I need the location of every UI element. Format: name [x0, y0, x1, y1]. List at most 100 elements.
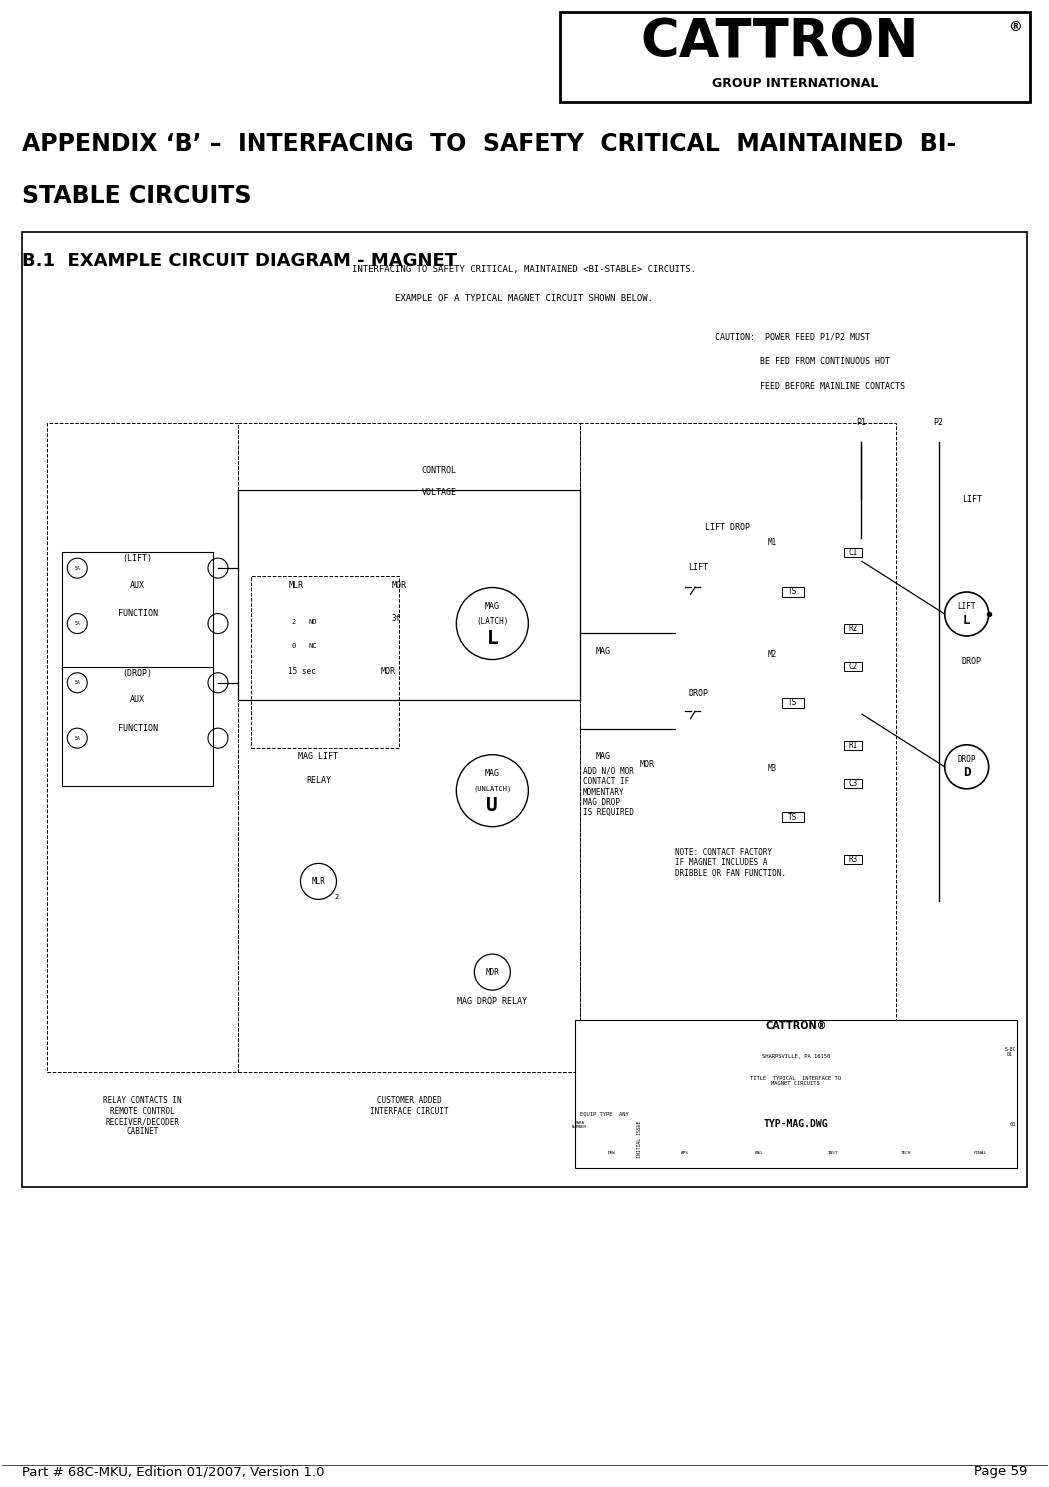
Text: TITLE  TYPICAL  INTERFACE TO: TITLE TYPICAL INTERFACE TO — [750, 1075, 841, 1081]
Text: MAGNET CIRCUITS: MAGNET CIRCUITS — [771, 1081, 820, 1086]
Text: GROUP INTERNATIONAL: GROUP INTERNATIONAL — [712, 77, 878, 91]
Text: 15 sec: 15 sec — [288, 666, 316, 675]
Text: LIFT: LIFT — [688, 564, 708, 572]
Text: R3: R3 — [849, 855, 858, 864]
FancyBboxPatch shape — [575, 1020, 1016, 1167]
Text: CAUTION:  POWER FEED P1/P2 MUST: CAUTION: POWER FEED P1/P2 MUST — [715, 332, 871, 342]
Text: 01: 01 — [1010, 1123, 1016, 1127]
Text: 5A: 5A — [74, 622, 80, 626]
FancyBboxPatch shape — [782, 697, 804, 708]
Text: PARA
NUMBER: PARA NUMBER — [573, 1121, 587, 1129]
Text: MLR: MLR — [312, 877, 325, 886]
Text: R1: R1 — [849, 741, 858, 749]
Text: DROP: DROP — [688, 690, 708, 699]
Text: MAG: MAG — [485, 769, 499, 778]
FancyBboxPatch shape — [782, 812, 804, 822]
Text: LIFT: LIFT — [958, 602, 976, 611]
Text: NO: NO — [308, 619, 317, 625]
Text: DRW: DRW — [607, 1151, 616, 1155]
Text: INST: INST — [828, 1151, 838, 1155]
Text: M2: M2 — [768, 650, 776, 659]
Text: AUX: AUX — [130, 580, 145, 589]
Text: LIFT: LIFT — [962, 495, 982, 504]
Text: TYP-MAG.DWG: TYP-MAG.DWG — [764, 1120, 828, 1129]
Text: MLR: MLR — [288, 580, 303, 589]
Text: FUNCTION: FUNCTION — [117, 610, 157, 619]
Text: FINAL: FINAL — [973, 1151, 987, 1155]
Text: (LATCH): (LATCH) — [476, 617, 509, 626]
Text: TS: TS — [788, 813, 797, 822]
Text: EQUIP TYPE  ANY: EQUIP TYPE ANY — [580, 1111, 628, 1117]
Text: CONTROL: CONTROL — [422, 465, 456, 474]
Text: ADD N/O MOR
CONTACT IF
MOMENTARY
MAG DROP
IS REQUIRED: ADD N/O MOR CONTACT IF MOMENTARY MAG DRO… — [583, 767, 634, 818]
Text: EXAMPLE OF A TYPICAL MAGNET CIRCUIT SHOWN BELOW.: EXAMPLE OF A TYPICAL MAGNET CIRCUIT SHOW… — [395, 294, 654, 303]
Text: CATTRON: CATTRON — [641, 16, 919, 68]
Text: CUSTOMER ADDED
INTERFACE CIRCUIT: CUSTOMER ADDED INTERFACE CIRCUIT — [369, 1096, 448, 1115]
Text: M3: M3 — [768, 764, 776, 773]
Text: M1: M1 — [768, 538, 776, 547]
Text: MOR: MOR — [392, 580, 407, 589]
FancyBboxPatch shape — [844, 779, 862, 788]
Text: TECH: TECH — [901, 1151, 912, 1155]
FancyBboxPatch shape — [62, 552, 213, 671]
Text: RELAY: RELAY — [306, 776, 331, 785]
Text: MOR: MOR — [381, 666, 395, 675]
FancyBboxPatch shape — [782, 587, 804, 596]
Text: C3: C3 — [849, 779, 858, 788]
Text: Page 59: Page 59 — [973, 1466, 1027, 1478]
Text: FUNCTION: FUNCTION — [117, 724, 157, 733]
Text: (LIFT): (LIFT) — [123, 555, 152, 564]
Text: MAG: MAG — [485, 602, 499, 611]
FancyBboxPatch shape — [844, 547, 862, 556]
Text: U: U — [487, 796, 498, 815]
Text: DROP: DROP — [962, 657, 982, 666]
Text: BE FED FROM CONTINUOUS HOT: BE FED FROM CONTINUOUS HOT — [715, 357, 891, 366]
Text: DROP: DROP — [958, 755, 976, 764]
Text: FEED BEFORE MAINLINE CONTACTS: FEED BEFORE MAINLINE CONTACTS — [715, 382, 905, 391]
Text: MOR: MOR — [640, 760, 655, 769]
Text: 5A: 5A — [74, 736, 80, 741]
FancyBboxPatch shape — [844, 855, 862, 864]
Text: CATTRON®: CATTRON® — [765, 1022, 827, 1030]
Text: (DROP): (DROP) — [123, 669, 152, 678]
Text: 2: 2 — [292, 619, 296, 625]
Text: MDR: MDR — [486, 968, 499, 977]
Text: Part # 68C-MKU, Edition 01/2007, Version 1.0: Part # 68C-MKU, Edition 01/2007, Version… — [22, 1466, 324, 1478]
Text: S-EC
01: S-EC 01 — [1004, 1047, 1015, 1057]
Text: L: L — [487, 629, 498, 648]
Text: 0: 0 — [292, 642, 296, 648]
Text: INITIAL ISSUE: INITIAL ISSUE — [637, 1121, 642, 1158]
FancyBboxPatch shape — [62, 666, 213, 787]
Text: APS: APS — [682, 1151, 689, 1155]
Text: STABLE CIRCUITS: STABLE CIRCUITS — [22, 184, 252, 208]
Text: 5A: 5A — [74, 680, 80, 686]
Text: APPENDIX ‘B’ –  INTERFACING  TO  SAFETY  CRITICAL  MAINTAINED  BI-: APPENDIX ‘B’ – INTERFACING TO SAFETY CRI… — [22, 132, 957, 156]
Text: LIFT DROP: LIFT DROP — [705, 523, 750, 532]
Text: L: L — [963, 614, 970, 626]
Text: NOTE: CONTACT FACTORY
IF MAGNET INCLUDES A
DRIBBLE OR FAN FUNCTION.: NOTE: CONTACT FACTORY IF MAGNET INCLUDES… — [676, 848, 787, 877]
Text: VOLTAGE: VOLTAGE — [422, 488, 456, 497]
Text: P1: P1 — [856, 418, 866, 427]
Text: ENG: ENG — [755, 1151, 763, 1155]
Text: MAG: MAG — [596, 752, 611, 761]
Text: INTERFACING TO SAFETY CRITICAL, MAINTAINED <BI-STABLE> CIRCUITS.: INTERFACING TO SAFETY CRITICAL, MAINTAIN… — [352, 265, 697, 275]
Text: SHARPSVILLE, PA 16150: SHARPSVILLE, PA 16150 — [762, 1054, 830, 1059]
Text: CUSTOMER
EXISTING MANUAL
CONTROLS: CUSTOMER EXISTING MANUAL CONTROLS — [701, 1096, 770, 1126]
Text: 2: 2 — [335, 894, 339, 901]
Text: P2: P2 — [934, 418, 943, 427]
Text: 3f: 3f — [392, 614, 401, 623]
Text: MAG DROP RELAY: MAG DROP RELAY — [457, 998, 528, 1007]
Text: ®: ® — [1008, 19, 1022, 34]
Text: D: D — [963, 766, 970, 779]
Text: RELAY CONTACTS IN
REMOTE CONTROL
RECEIVER/DECODER
CABINET: RELAY CONTACTS IN REMOTE CONTROL RECEIVE… — [103, 1096, 181, 1136]
Text: R2: R2 — [849, 625, 858, 633]
Text: TS: TS — [788, 587, 797, 596]
Text: NC: NC — [308, 642, 317, 648]
Text: MAG LIFT: MAG LIFT — [299, 752, 339, 761]
FancyBboxPatch shape — [844, 741, 862, 749]
Text: 5A: 5A — [74, 565, 80, 571]
Text: B.1  EXAMPLE CIRCUIT DIAGRAM - MAGNET: B.1 EXAMPLE CIRCUIT DIAGRAM - MAGNET — [22, 251, 457, 271]
Text: (UNLATCH): (UNLATCH) — [473, 785, 512, 793]
Text: AUX: AUX — [130, 696, 145, 705]
FancyBboxPatch shape — [844, 625, 862, 633]
